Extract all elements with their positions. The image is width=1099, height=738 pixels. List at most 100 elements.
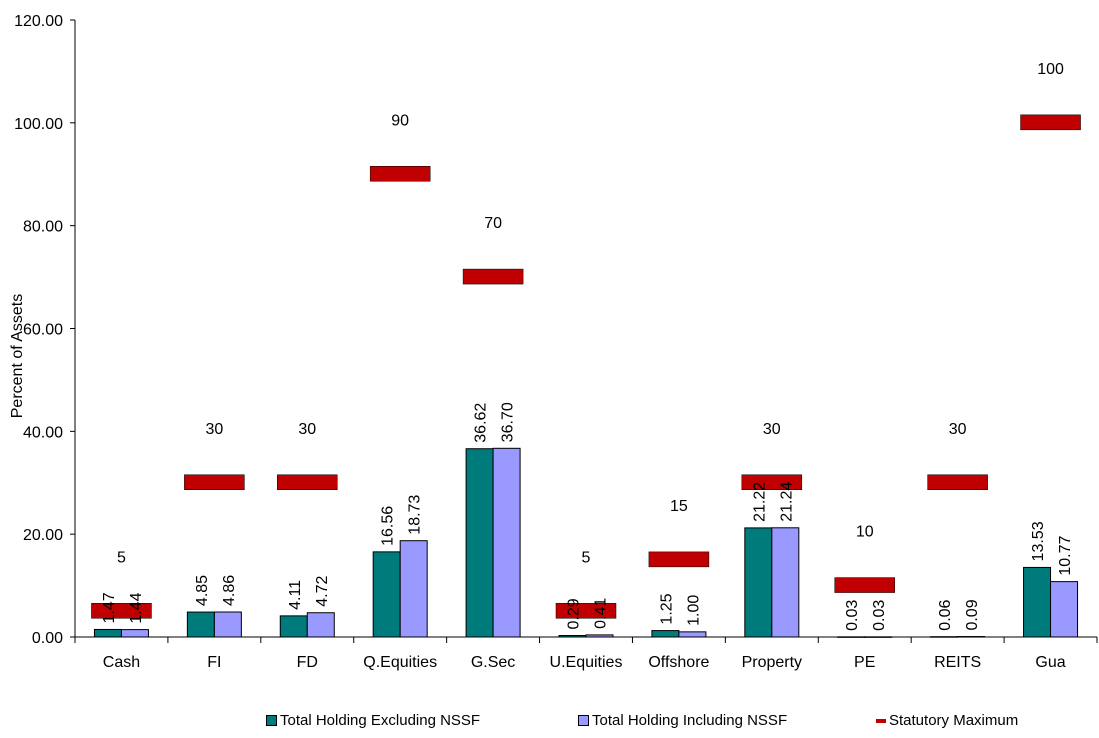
data-label-excluding: 0.03: [844, 600, 861, 631]
statutory-max-label: 15: [670, 498, 688, 515]
bar-including-nssf: [771, 527, 800, 638]
statutory-max-marker: [927, 474, 988, 490]
bar-excluding-nssf: [558, 635, 587, 638]
statutory-max-label: 30: [763, 421, 781, 438]
data-label-including: 4.86: [221, 575, 238, 606]
statutory-max-marker: [462, 268, 524, 285]
bar-including-nssf: [213, 611, 242, 638]
data-label-excluding: 21.22: [751, 482, 768, 522]
bar-excluding-nssf: [372, 551, 401, 638]
bar-including-nssf: [492, 447, 521, 638]
x-tick-label: REITS: [934, 654, 981, 671]
data-label-excluding: 1.25: [658, 593, 675, 624]
x-tick-label: G.Sec: [471, 654, 515, 671]
bar-including-nssf: [120, 629, 149, 638]
y-tick-label: 100.00: [14, 116, 63, 133]
statutory-max-marker: [741, 474, 803, 490]
x-tick-label: Property: [742, 654, 802, 671]
data-label-including: 10.77: [1057, 535, 1074, 575]
data-label-excluding: 0.06: [937, 599, 954, 630]
legend-swatch-excluding: [266, 715, 277, 726]
bar-including-nssf: [306, 612, 335, 638]
bar-excluding-nssf: [1023, 566, 1052, 638]
statutory-max-label: 100: [1037, 61, 1064, 78]
bar-excluding-nssf: [186, 611, 215, 638]
statutory-max-marker: [277, 474, 338, 490]
y-tick-label: 120.00: [14, 13, 63, 30]
x-tick-label: Q.Equities: [363, 654, 437, 671]
bar-excluding-nssf: [279, 615, 308, 638]
statutory-max-marker: [1020, 114, 1081, 131]
data-label-including: 36.70: [500, 402, 517, 442]
data-labels: 5 1.47 1.44 30 4.85 4.86 30 4.11 4.72 90 16.56 18.7…: [101, 61, 1074, 631]
legend-label-excluding: Total Holding Excluding NSSF: [280, 712, 481, 729]
data-label-including: 21.24: [778, 482, 795, 522]
legend-item-including: Total Holding Including NSSF: [578, 712, 787, 729]
bar-excluding-nssf: [93, 628, 122, 638]
x-tick-label: FI: [207, 654, 221, 671]
x-tick-label: U.Equities: [550, 654, 623, 671]
statutory-max-marker: [648, 551, 710, 568]
y-tick-label: 60.00: [23, 322, 63, 339]
statutory-max-marker: [555, 603, 617, 619]
x-tick-label: Cash: [103, 654, 140, 671]
data-label-excluding: 4.85: [194, 575, 211, 606]
statutory-max-label: 30: [298, 421, 316, 438]
bar-excluding-nssf: [465, 448, 494, 638]
x-tick-label: PE: [854, 654, 875, 671]
legend-item-excluding: Total Holding Excluding NSSF: [266, 712, 480, 729]
statutory-max-label: 90: [391, 112, 409, 129]
data-label-including: 0.03: [871, 600, 888, 631]
bar-excluding-nssf: [930, 636, 959, 638]
bar-including-nssf: [399, 540, 428, 638]
y-tick-label: 40.00: [23, 424, 63, 441]
data-label-including: 0.41: [593, 598, 610, 629]
statutory-max-label: 30: [205, 421, 223, 438]
statutory-max-marker: [369, 166, 431, 182]
legend-label-including: Total Holding Including NSSF: [592, 712, 788, 729]
statutory-max-marker: [184, 474, 245, 490]
legend-swatch-including: [578, 715, 589, 726]
data-label-including: 1.00: [685, 595, 702, 626]
y-axis-label-group: Percent of Assets: [9, 294, 26, 419]
data-label-excluding: 36.62: [473, 403, 490, 443]
bar-including-nssf: [1050, 581, 1079, 638]
data-label-excluding: 1.47: [101, 592, 118, 623]
bar-including-nssf: [957, 636, 986, 638]
legend-item-statutory: Statutory Maximum: [876, 712, 1018, 729]
bar-excluding-nssf: [744, 527, 773, 638]
statutory-max-label: 10: [856, 524, 874, 541]
legend-label-statutory: Statutory Maximum: [889, 712, 1019, 729]
data-label-excluding: 16.56: [380, 506, 397, 546]
statutory-max-label: 30: [949, 421, 967, 438]
statutory-max-label: 70: [484, 215, 502, 232]
data-label-including: 18.73: [407, 495, 424, 535]
data-label-excluding: 13.53: [1030, 521, 1047, 561]
statutory-max-marker: [834, 577, 895, 593]
bar-excluding-nssf: [837, 636, 866, 638]
legend-swatch-statutory: [876, 718, 886, 723]
statutory-max-label: 5: [117, 549, 126, 566]
data-label-including: 0.09: [964, 599, 981, 630]
statutory-max-label: 5: [582, 549, 591, 566]
legend: Total Holding Excluding NSSF Total Holdi…: [0, 712, 1099, 736]
y-tick-label: 20.00: [23, 527, 63, 544]
y-axis-label: Percent of Assets: [9, 294, 26, 419]
bar-including-nssf: [585, 634, 614, 638]
bar-including-nssf: [678, 631, 707, 638]
statutory-max-marker: [91, 603, 152, 619]
x-tick-label: FD: [297, 654, 318, 671]
data-label-excluding: 4.11: [287, 580, 304, 610]
bar-excluding-nssf: [651, 630, 680, 638]
data-label-excluding: 0.29: [566, 598, 583, 629]
x-tick-label: Gua: [1035, 654, 1065, 671]
axes: 0.00 20.00 40.00 60.00 80.00 100.00 120.00 Cash…: [14, 13, 1098, 671]
x-tick-label: Offshore: [648, 654, 709, 671]
bar-including-nssf: [864, 636, 893, 638]
data-label-including: 1.44: [128, 592, 145, 623]
data-label-including: 4.72: [314, 575, 331, 606]
y-tick-label: 0.00: [32, 630, 63, 647]
bars: [91, 114, 1081, 638]
y-tick-label: 80.00: [23, 219, 63, 236]
